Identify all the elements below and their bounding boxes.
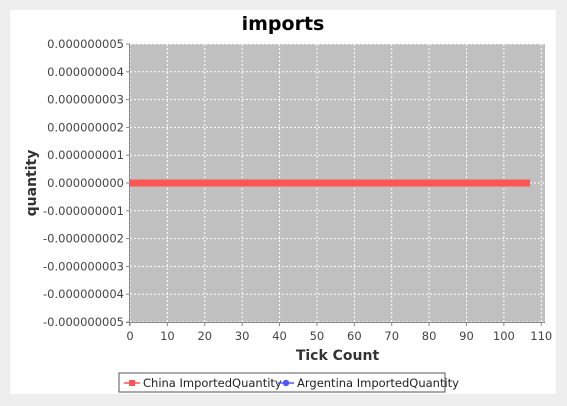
x-tick-label: 10 [160,329,175,343]
legend-marker-1 [282,379,290,387]
y-tick-label: 0.000000000 [47,176,124,190]
x-tick-label: 90 [459,329,474,343]
x-tick-label: 40 [272,329,287,343]
x-tick-label: 70 [384,329,399,343]
axes [126,44,545,326]
y-axis-title: quantity [24,150,40,217]
x-tick-label: 60 [347,329,362,343]
y-tick-label: -0.000000004 [43,287,124,301]
x-tick-label: 50 [310,329,325,343]
y-tick-label: -0.000000001 [43,204,124,218]
x-tick-label: 80 [422,329,437,343]
chart-title: imports [242,13,325,35]
x-tick-label: 110 [530,329,552,343]
x-tick-label: 30 [235,329,250,343]
legend-label-0: China ImportedQuantity [143,376,282,390]
legend-label-1: Argentina ImportedQuantity [297,376,459,390]
x-axis-title: Tick Count [296,348,380,364]
x-tick-label: 0 [126,329,133,343]
legend-marker-0 [129,380,135,386]
y-tick-label: 0.000000001 [47,148,124,162]
y-tick-label: 0.000000005 [47,37,124,51]
x-tick-label: 100 [493,329,515,343]
y-tick-label: -0.000000002 [43,232,124,246]
y-tick-label: -0.000000005 [43,315,124,329]
y-tick-label: 0.000000004 [47,65,124,79]
chart: imports 0.0000000050.0000000040.00000000… [24,13,552,393]
legend: China ImportedQuantity Argentina Imported… [118,372,459,393]
x-tick-label: 20 [197,329,212,343]
x-axis-ticks: 0 10 20 30 40 50 60 70 80 90 100 110 [126,322,552,343]
y-tick-label: 0.000000002 [47,120,124,134]
y-tick-label: -0.000000003 [43,259,124,273]
chart-frame: imports 0.000000005 0.000000004 0.00000000… [10,10,556,394]
y-tick-label: 0.000000003 [47,93,124,107]
y-axis-ticks: 0.000000005 0.000000004 0.000000003 0.00000… [43,37,130,329]
